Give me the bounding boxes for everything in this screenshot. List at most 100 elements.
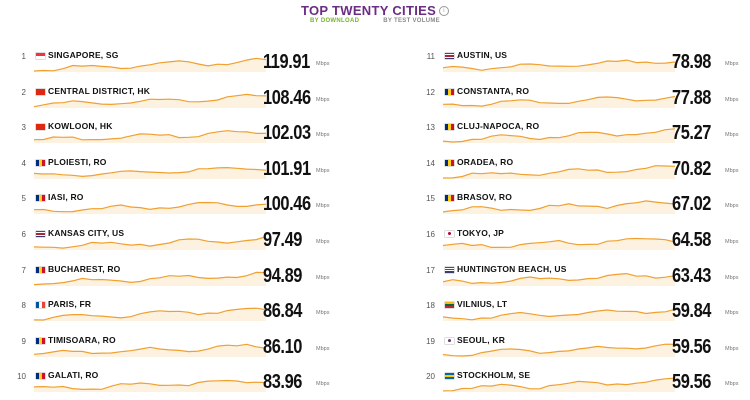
city-rank: 12 (426, 87, 435, 97)
city-row[interactable]: 7 BUCHAREST, RO 94.89 Mbps (12, 258, 342, 294)
sparkline-chart (34, 380, 266, 393)
download-speed-value: 67.02 (672, 193, 712, 216)
city-name: CENTRAL DISTRICT, HK (48, 85, 151, 96)
flag-icon (36, 53, 45, 59)
sparkline-area (443, 128, 675, 144)
city-row[interactable]: 6 KANSAS CITY, US 97.49 Mbps (12, 222, 342, 258)
speed-unit: Mbps (725, 381, 739, 388)
flag-icon (445, 53, 454, 59)
city-row[interactable]: 18 VILNIUS, LT 59.84 Mbps (421, 293, 750, 329)
city-row[interactable]: 16 TOKYO, JP 64.58 Mbps (421, 222, 750, 258)
city-row[interactable]: 9 TIMISOARA, RO 86.10 Mbps (12, 329, 342, 365)
sparkline-line (34, 235, 266, 249)
speed-unit: Mbps (725, 132, 739, 139)
city-rank: 16 (426, 229, 435, 239)
tab-bar: BY DOWNLOAD BY TEST VOLUME (0, 18, 750, 24)
city-name: ORADEA, RO (457, 156, 514, 167)
sparkline-line (34, 130, 266, 141)
city-name: BRASOV, RO (457, 192, 513, 203)
download-speed-value: 59.56 (672, 335, 712, 358)
sparkline-area (443, 96, 675, 108)
city-rank: 3 (21, 123, 26, 133)
download-speed-value: 59.56 (672, 371, 712, 394)
city-row[interactable]: 19 SEOUL, KR 59.56 Mbps (421, 329, 750, 365)
flag-icon (36, 159, 45, 166)
speed-unit: Mbps (316, 61, 330, 67)
city-name: CLUJ-NAPOCA, RO (457, 121, 540, 132)
sparkline-chart (34, 130, 266, 144)
sparkline-chart (443, 308, 675, 322)
city-name: STOCKHOLM, SE (457, 370, 531, 381)
sparkline-area (34, 93, 266, 108)
city-row[interactable]: 8 PARIS, FR 86.84 Mbps (12, 293, 342, 329)
sparkline-line (34, 57, 266, 72)
sparkline-chart (443, 272, 675, 286)
city-rank: 19 (426, 336, 435, 346)
flag-icon (36, 302, 45, 309)
sparkline-line (443, 95, 675, 107)
city-name: BUCHAREST, RO (48, 263, 121, 274)
city-rank: 17 (426, 265, 435, 275)
download-speed-value: 70.82 (672, 157, 712, 180)
sparkline-line (443, 128, 675, 143)
download-speed-value: 75.27 (672, 122, 712, 145)
sparkline-chart (443, 377, 675, 393)
sparkline-chart (34, 343, 266, 357)
city-row[interactable]: 13 CLUJ-NAPOCA, RO 75.27 Mbps (421, 115, 750, 151)
flag-icon (36, 88, 45, 95)
sparkline-area (34, 236, 266, 250)
sparkline-area (34, 380, 266, 393)
sparkline-chart (443, 95, 675, 108)
city-row[interactable]: 5 IASI, RO 100.46 Mbps (12, 186, 342, 222)
city-name: CONSTANTA, RO (457, 85, 530, 96)
speed-unit: Mbps (316, 132, 330, 139)
sparkline-line (443, 164, 675, 179)
info-icon[interactable]: i (439, 6, 450, 16)
flag-icon (36, 266, 45, 273)
speed-unit: Mbps (725, 167, 739, 174)
city-rank: 14 (426, 158, 435, 168)
sparkline-area (34, 308, 266, 322)
speed-unit: Mbps (316, 274, 330, 281)
sparkline-line (34, 380, 266, 391)
download-speed-value: 119.91 (263, 51, 310, 73)
download-speed-value: 102.03 (263, 122, 311, 145)
city-row[interactable]: 15 BRASOV, RO 67.02 Mbps (421, 186, 750, 222)
speed-unit: Mbps (725, 203, 739, 210)
city-rank: 7 (21, 265, 26, 275)
city-rank: 8 (21, 301, 26, 311)
tab-by-test-volume[interactable]: BY TEST VOLUME (383, 18, 440, 24)
sparkline-line (34, 343, 266, 355)
tab-by-download[interactable]: BY DOWNLOAD (310, 18, 360, 24)
page-title: TOP TWENTY CITIES i (0, 3, 750, 18)
sparkline-chart (34, 235, 266, 250)
city-row[interactable]: 12 CONSTANTA, RO 77.88 Mbps (421, 80, 750, 116)
speed-unit: Mbps (725, 274, 739, 281)
city-row[interactable]: 10 GALATI, RO 83.96 Mbps (12, 364, 342, 400)
city-rank: 11 (426, 52, 435, 61)
speed-unit: Mbps (316, 96, 330, 103)
city-row[interactable]: 14 ORADEA, RO 70.82 Mbps (421, 151, 750, 187)
speed-unit: Mbps (725, 61, 739, 67)
sparkline-line (34, 93, 266, 107)
sparkline-area (443, 309, 675, 322)
city-row[interactable]: 11 AUSTIN, US 78.98 Mbps (421, 44, 750, 80)
download-speed-value: 64.58 (672, 228, 712, 251)
flag-icon (445, 124, 454, 131)
city-row[interactable]: 17 HUNTINGTON BEACH, US 63.43 Mbps (421, 258, 750, 294)
city-name: SINGAPORE, SG (48, 50, 119, 60)
sparkline-chart (443, 59, 675, 72)
city-row[interactable]: 3 KOWLOON, HK 102.03 Mbps (12, 115, 342, 151)
sparkline-chart (34, 307, 266, 322)
city-row[interactable]: 2 CENTRAL DISTRICT, HK 108.46 Mbps (12, 80, 342, 116)
sparkline-chart (443, 164, 675, 179)
sparkline-chart (443, 343, 675, 357)
city-row[interactable]: 1 SINGAPORE, SG 119.91 Mbps (12, 44, 342, 80)
city-row[interactable]: 20 STOCKHOLM, SE 59.56 Mbps (421, 364, 750, 400)
city-name: PLOIESTI, RO (48, 156, 107, 167)
city-row[interactable]: 4 PLOIESTI, RO 101.91 Mbps (12, 151, 342, 187)
speed-unit: Mbps (316, 381, 330, 388)
download-speed-value: 101.91 (263, 157, 311, 180)
sparkline-line (34, 307, 266, 321)
flag-icon (36, 230, 45, 237)
